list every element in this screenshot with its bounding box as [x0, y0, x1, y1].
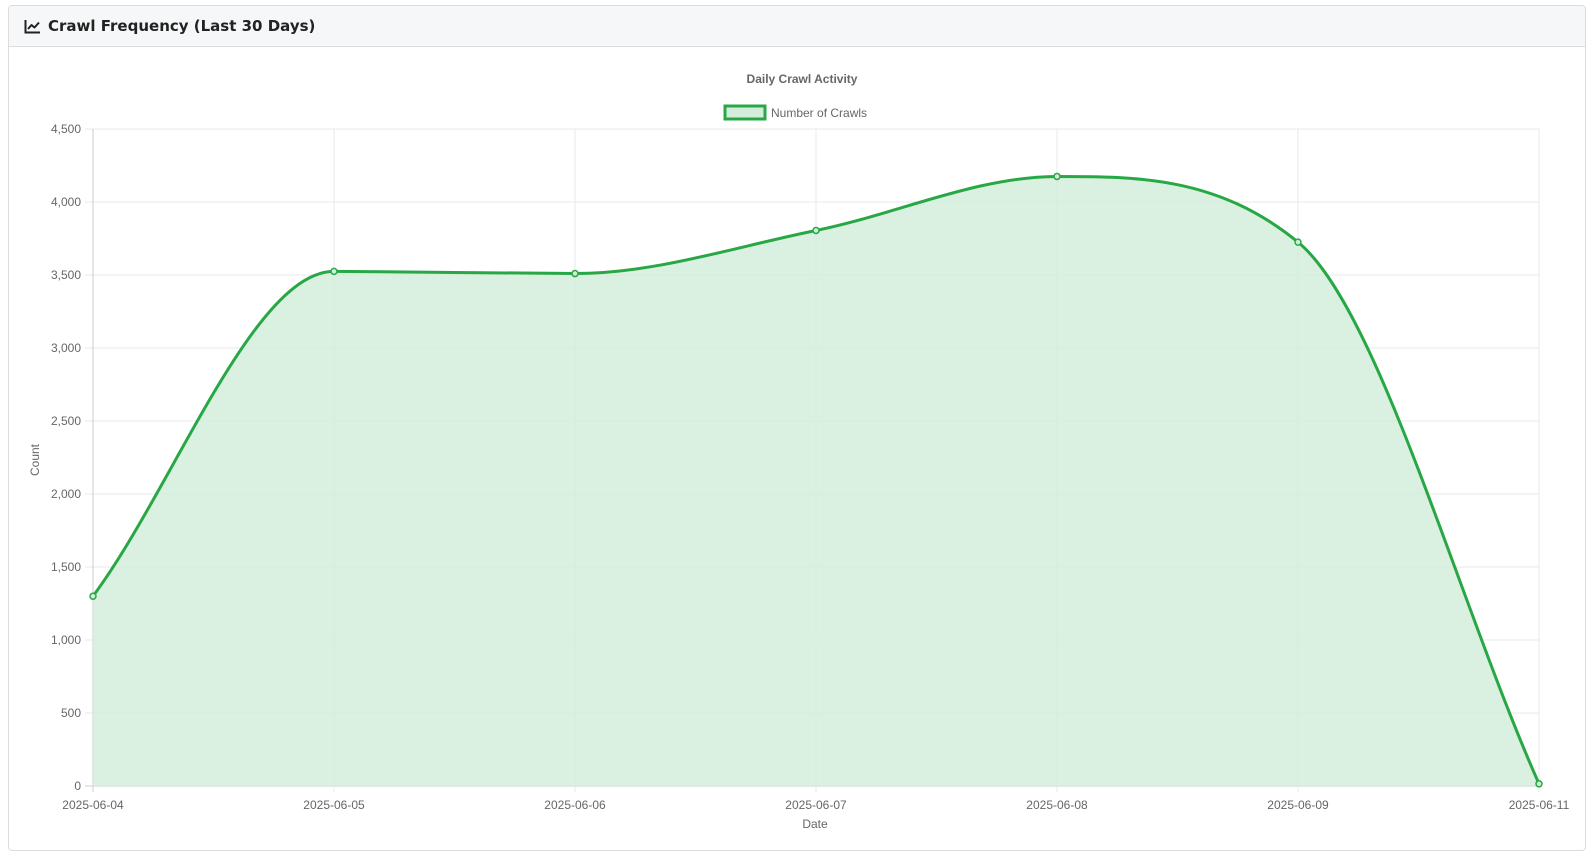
card-header: Crawl Frequency (Last 30 Days) [9, 6, 1585, 47]
series-line [91, 174, 1541, 785]
y-tick-label: 4,500 [51, 122, 81, 136]
y-tick-label: 1,000 [51, 633, 81, 647]
x-tick-label: 2025-06-04 [62, 798, 124, 812]
x-tick-label: 2025-06-08 [1026, 798, 1088, 812]
y-tick-label: 3,500 [51, 268, 81, 282]
series-area-fill [93, 176, 1539, 786]
y-tick-label: 0 [74, 779, 81, 793]
y-tick-label: 4,000 [51, 195, 81, 209]
legend-label: Number of Crawls [771, 106, 867, 120]
axis-labels: 0 500 1,000 1,500 2,000 2,500 3,000 3,500 4,000 4… [51, 122, 1570, 812]
line-chart-icon [24, 19, 41, 34]
data-point[interactable] [1535, 780, 1543, 788]
legend[interactable]: Number of Crawls [723, 104, 867, 121]
data-point[interactable] [812, 226, 820, 235]
x-axis-title: Date [802, 817, 828, 831]
y-tick-label: 2,000 [51, 487, 81, 501]
card-title: Crawl Frequency (Last 30 Days) [48, 17, 316, 35]
x-tick-label: 2025-06-11 [1509, 798, 1570, 812]
x-tick-label: 2025-06-05 [303, 798, 365, 812]
y-tick-label: 3,000 [51, 341, 81, 355]
y-tick-label: 2,500 [51, 414, 81, 428]
data-point[interactable] [330, 267, 338, 276]
x-tick-label: 2025-06-07 [785, 798, 847, 812]
y-tick-label: 500 [61, 706, 81, 720]
x-tick-label: 2025-06-06 [544, 798, 606, 812]
y-tick-label: 1,500 [51, 560, 81, 574]
x-tick-label: 2025-06-09 [1267, 798, 1329, 812]
data-point[interactable] [1294, 238, 1302, 246]
y-axis-title: Count [28, 443, 42, 476]
data-point[interactable] [1053, 172, 1061, 181]
legend-swatch [723, 104, 767, 121]
data-points [89, 172, 1543, 788]
data-point[interactable] [571, 269, 579, 278]
data-point[interactable] [89, 592, 97, 600]
chart-title: Daily Crawl Activity [747, 72, 858, 86]
